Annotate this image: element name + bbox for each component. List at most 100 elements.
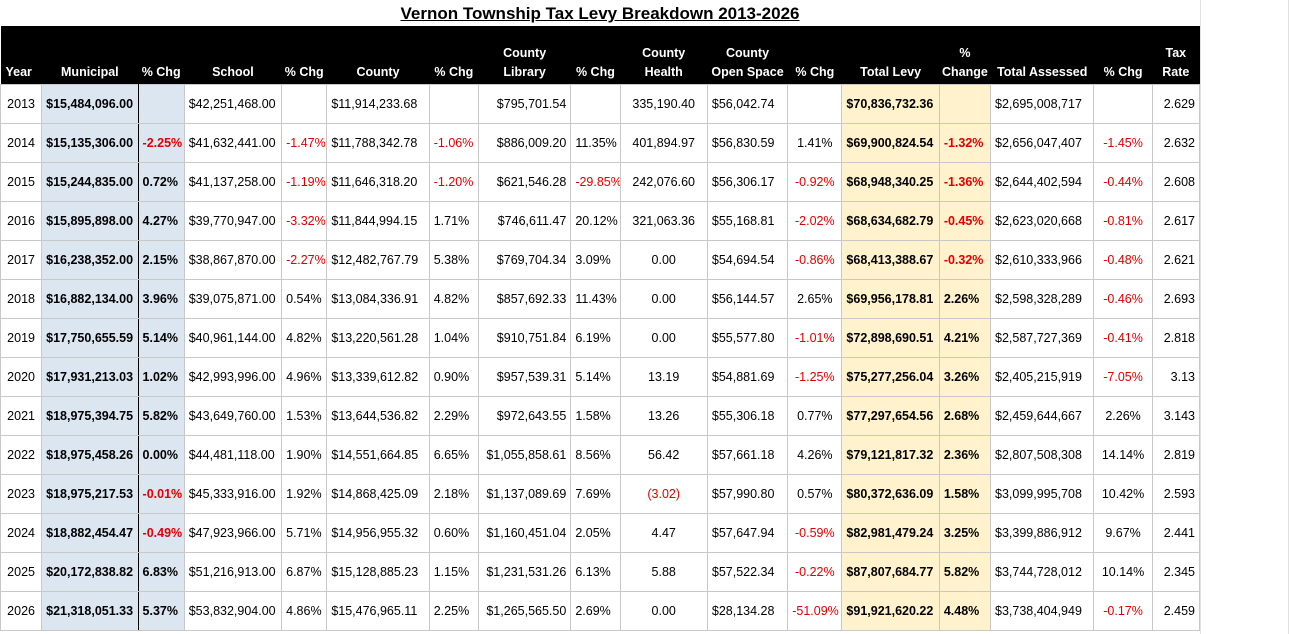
municipal-chg-cell[interactable]: -0.49% <box>137 513 185 553</box>
total-change-cell[interactable]: -0.45% <box>938 201 992 241</box>
county-health-cell[interactable]: 13.26 <box>619 396 708 436</box>
header-total-levy[interactable]: Total Levy <box>841 26 940 85</box>
total-assessed-cell[interactable]: $2,644,402,594 <box>990 162 1095 202</box>
year-cell[interactable]: 2025 <box>0 552 43 592</box>
year-cell[interactable]: 2026 <box>0 591 43 631</box>
county-library-cell[interactable]: $957,539.31 <box>477 357 572 397</box>
municipal-cell[interactable]: $18,975,217.53 <box>41 474 139 514</box>
county-chg-cell[interactable]: 1.71% <box>428 201 479 241</box>
assessed-chg-cell[interactable]: -0.44% <box>1093 162 1153 202</box>
total-change-cell[interactable]: 2.26% <box>938 279 992 319</box>
total-assessed-cell[interactable]: $2,695,008,717 <box>990 84 1095 124</box>
municipal-chg-cell[interactable]: 4.27% <box>137 201 185 241</box>
year-cell[interactable]: 2019 <box>0 318 43 358</box>
school-cell[interactable]: $45,333,916.00 <box>183 474 283 514</box>
total-change-cell[interactable]: 3.25% <box>938 513 992 553</box>
assessed-chg-cell[interactable]: 10.42% <box>1093 474 1153 514</box>
year-cell[interactable]: 2020 <box>0 357 43 397</box>
header-library-chg[interactable]: % Chg <box>570 26 621 85</box>
county-cell[interactable]: $11,914,233.68 <box>326 84 430 124</box>
total-assessed-cell[interactable]: $3,099,995,708 <box>990 474 1095 514</box>
county-health-cell[interactable]: 0.00 <box>619 318 708 358</box>
school-cell[interactable]: $51,216,913.00 <box>183 552 283 592</box>
county-chg-cell[interactable]: 0.60% <box>428 513 479 553</box>
municipal-cell[interactable]: $16,882,134.00 <box>41 279 139 319</box>
county-chg-cell[interactable]: -1.20% <box>428 162 479 202</box>
library-chg-cell[interactable]: 6.13% <box>570 552 621 592</box>
municipal-chg-cell[interactable]: 5.14% <box>137 318 185 358</box>
tax-rate-cell[interactable]: 2.621 <box>1151 240 1201 280</box>
total-levy-cell[interactable]: $68,634,682.79 <box>841 201 940 241</box>
total-assessed-cell[interactable]: $3,738,404,949 <box>990 591 1095 631</box>
header-total-change[interactable]: % Change <box>939 26 991 85</box>
school-chg-cell[interactable]: 4.96% <box>281 357 328 397</box>
header-tax-rate[interactable]: Tax Rate <box>1152 26 1200 85</box>
municipal-chg-cell[interactable] <box>137 84 185 124</box>
open-space-cell[interactable]: $56,144.57 <box>706 279 789 319</box>
total-assessed-cell[interactable]: $2,656,047,407 <box>990 123 1095 163</box>
year-cell[interactable]: 2023 <box>0 474 43 514</box>
open-space-cell[interactable]: $55,306.18 <box>706 396 789 436</box>
assessed-chg-cell[interactable]: -0.17% <box>1093 591 1153 631</box>
header-total-assessed[interactable]: Total Assessed <box>990 26 1094 85</box>
county-health-cell[interactable]: 242,076.60 <box>619 162 708 202</box>
school-cell[interactable]: $43,649,760.00 <box>183 396 283 436</box>
county-chg-cell[interactable]: 1.15% <box>428 552 479 592</box>
year-cell[interactable]: 2024 <box>0 513 43 553</box>
total-assessed-cell[interactable]: $2,459,644,667 <box>990 396 1095 436</box>
open-space-cell[interactable]: $55,577.80 <box>706 318 789 358</box>
header-school[interactable]: School <box>184 26 282 85</box>
tax-rate-cell[interactable]: 2.345 <box>1151 552 1201 592</box>
county-cell[interactable]: $15,476,965.11 <box>326 591 430 631</box>
school-cell[interactable]: $39,075,871.00 <box>183 279 283 319</box>
municipal-chg-cell[interactable]: 6.83% <box>137 552 185 592</box>
library-chg-cell[interactable]: 11.35% <box>570 123 621 163</box>
assessed-chg-cell[interactable]: -0.48% <box>1093 240 1153 280</box>
school-chg-cell[interactable]: -2.27% <box>281 240 328 280</box>
school-chg-cell[interactable]: 0.54% <box>281 279 328 319</box>
county-library-cell[interactable]: $1,265,565.50 <box>477 591 572 631</box>
library-chg-cell[interactable]: -29.85% <box>570 162 621 202</box>
total-levy-cell[interactable]: $69,956,178.81 <box>841 279 940 319</box>
open-space-chg-cell[interactable]: -1.01% <box>787 318 843 358</box>
school-chg-cell[interactable]: -3.32% <box>281 201 328 241</box>
county-chg-cell[interactable]: 0.90% <box>428 357 479 397</box>
open-space-chg-cell[interactable]: -0.92% <box>787 162 843 202</box>
library-chg-cell[interactable]: 2.69% <box>570 591 621 631</box>
county-library-cell[interactable]: $769,704.34 <box>477 240 572 280</box>
tax-rate-cell[interactable]: 2.441 <box>1151 513 1201 553</box>
header-year[interactable]: Year <box>0 26 42 85</box>
assessed-chg-cell[interactable]: -7.05% <box>1093 357 1153 397</box>
municipal-cell[interactable]: $21,318,051.33 <box>41 591 139 631</box>
county-health-cell[interactable]: 4.47 <box>619 513 708 553</box>
open-space-chg-cell[interactable]: 1.41% <box>787 123 843 163</box>
assessed-chg-cell[interactable]: 10.14% <box>1093 552 1153 592</box>
school-cell[interactable]: $42,993,996.00 <box>183 357 283 397</box>
year-cell[interactable]: 2021 <box>0 396 43 436</box>
county-cell[interactable]: $14,551,664.85 <box>326 435 430 475</box>
total-change-cell[interactable]: 4.48% <box>938 591 992 631</box>
open-space-chg-cell[interactable]: 2.65% <box>787 279 843 319</box>
county-library-cell[interactable]: $910,751.84 <box>477 318 572 358</box>
assessed-chg-cell[interactable]: 2.26% <box>1093 396 1153 436</box>
municipal-cell[interactable]: $18,882,454.47 <box>41 513 139 553</box>
total-levy-cell[interactable]: $69,900,824.54 <box>841 123 940 163</box>
open-space-cell[interactable]: $57,522.34 <box>706 552 789 592</box>
total-assessed-cell[interactable]: $2,610,333,966 <box>990 240 1095 280</box>
open-space-chg-cell[interactable]: 0.57% <box>787 474 843 514</box>
county-health-cell[interactable]: 401,894.97 <box>619 123 708 163</box>
tax-rate-cell[interactable]: 2.617 <box>1151 201 1201 241</box>
total-assessed-cell[interactable]: $2,807,508,308 <box>990 435 1095 475</box>
school-chg-cell[interactable]: -1.47% <box>281 123 328 163</box>
tax-rate-cell[interactable]: 2.819 <box>1151 435 1201 475</box>
open-space-cell[interactable]: $56,042.74 <box>706 84 789 124</box>
county-health-cell[interactable]: 0.00 <box>619 279 708 319</box>
county-chg-cell[interactable]: 1.04% <box>428 318 479 358</box>
school-chg-cell[interactable]: 4.82% <box>281 318 328 358</box>
total-levy-cell[interactable]: $79,121,817.32 <box>841 435 940 475</box>
county-health-cell[interactable]: 5.88 <box>619 552 708 592</box>
year-cell[interactable]: 2014 <box>0 123 43 163</box>
county-chg-cell[interactable]: 4.82% <box>428 279 479 319</box>
total-levy-cell[interactable]: $80,372,636.09 <box>841 474 940 514</box>
tax-rate-cell[interactable]: 2.629 <box>1151 84 1201 124</box>
